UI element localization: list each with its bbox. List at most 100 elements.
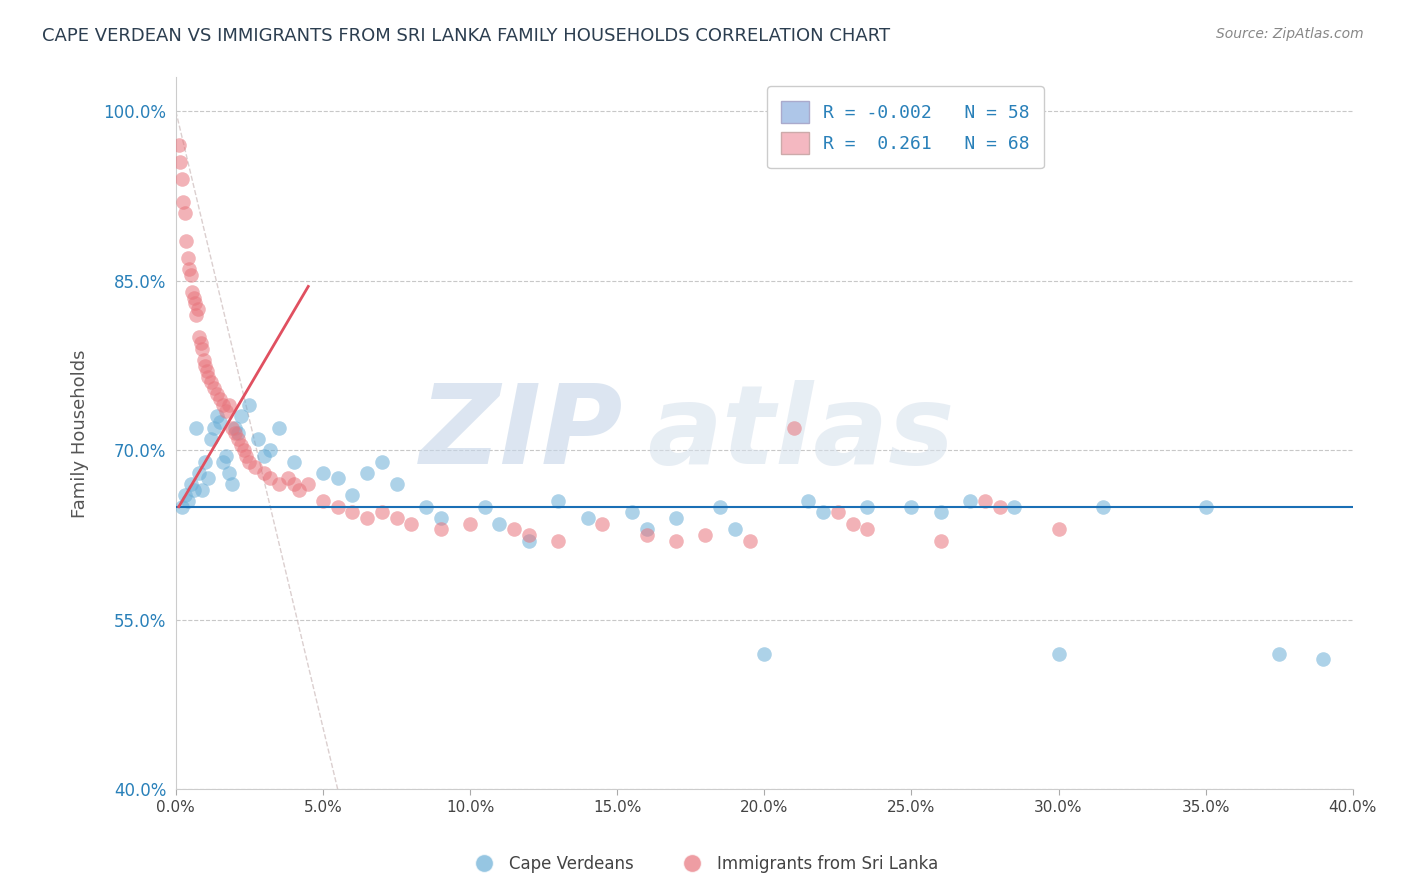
Point — [197, 471, 219, 485]
Point — [188, 330, 211, 344]
Point — [197, 369, 219, 384]
Point — [218, 466, 240, 480]
Point — [458, 516, 481, 531]
Point — [576, 511, 599, 525]
Point — [841, 516, 863, 531]
Point — [1002, 500, 1025, 514]
Point — [988, 500, 1011, 514]
Point — [592, 516, 614, 531]
Point — [342, 505, 364, 519]
Point — [238, 398, 260, 412]
Point — [900, 500, 922, 514]
Point — [186, 308, 208, 322]
Point — [738, 533, 761, 548]
Point — [191, 483, 214, 497]
Point — [205, 409, 228, 424]
Point — [429, 522, 451, 536]
Point — [503, 522, 526, 536]
Point — [235, 449, 257, 463]
Point — [212, 454, 235, 468]
Point — [180, 268, 202, 282]
Point — [665, 533, 688, 548]
Point — [517, 533, 540, 548]
Point — [620, 505, 643, 519]
Point — [1194, 500, 1216, 514]
Point — [695, 528, 717, 542]
Point — [221, 477, 243, 491]
Point — [247, 432, 270, 446]
Point — [170, 172, 193, 186]
Point — [297, 477, 319, 491]
Point — [371, 505, 394, 519]
Point — [356, 511, 378, 525]
Point — [181, 285, 204, 299]
Point — [1047, 522, 1070, 536]
Point — [208, 392, 231, 407]
Point — [221, 420, 243, 434]
Point — [212, 398, 235, 412]
Point — [188, 466, 211, 480]
Point — [177, 262, 200, 277]
Point — [224, 420, 246, 434]
Point — [547, 533, 569, 548]
Y-axis label: Family Households: Family Households — [72, 349, 89, 517]
Point — [232, 443, 254, 458]
Point — [474, 500, 496, 514]
Point — [218, 398, 240, 412]
Point — [959, 494, 981, 508]
Point — [183, 483, 205, 497]
Point — [371, 454, 394, 468]
Point — [326, 500, 349, 514]
Point — [929, 533, 952, 548]
Point — [827, 505, 849, 519]
Point — [385, 477, 408, 491]
Point — [259, 471, 281, 485]
Point — [190, 335, 212, 350]
Point — [288, 483, 311, 497]
Point — [194, 454, 217, 468]
Point — [229, 409, 252, 424]
Point — [238, 454, 260, 468]
Point — [312, 494, 335, 508]
Point — [1268, 647, 1291, 661]
Point — [183, 291, 205, 305]
Point — [215, 449, 238, 463]
Point — [173, 488, 195, 502]
Point — [342, 488, 364, 502]
Point — [226, 426, 249, 441]
Legend: Cape Verdeans, Immigrants from Sri Lanka: Cape Verdeans, Immigrants from Sri Lanka — [461, 848, 945, 880]
Point — [184, 296, 207, 310]
Point — [385, 511, 408, 525]
Point — [180, 477, 202, 491]
Point — [200, 432, 222, 446]
Point — [283, 477, 305, 491]
Point — [1312, 652, 1334, 666]
Point — [176, 251, 198, 265]
Point — [547, 494, 569, 508]
Point — [253, 466, 276, 480]
Text: ZIP: ZIP — [419, 380, 623, 487]
Point — [783, 420, 806, 434]
Point — [208, 415, 231, 429]
Point — [195, 364, 218, 378]
Point — [1091, 500, 1114, 514]
Point — [399, 516, 422, 531]
Point — [176, 494, 198, 508]
Point — [259, 443, 281, 458]
Text: atlas: atlas — [647, 380, 955, 487]
Text: CAPE VERDEAN VS IMMIGRANTS FROM SRI LANKA FAMILY HOUSEHOLDS CORRELATION CHART: CAPE VERDEAN VS IMMIGRANTS FROM SRI LANK… — [42, 27, 890, 45]
Point — [229, 437, 252, 451]
Point — [194, 359, 217, 373]
Point — [488, 516, 510, 531]
Point — [224, 426, 246, 441]
Point — [267, 477, 290, 491]
Point — [709, 500, 731, 514]
Point — [665, 511, 688, 525]
Point — [754, 647, 776, 661]
Point — [253, 449, 276, 463]
Point — [167, 138, 190, 153]
Point — [636, 522, 658, 536]
Point — [326, 471, 349, 485]
Point — [724, 522, 747, 536]
Point — [797, 494, 820, 508]
